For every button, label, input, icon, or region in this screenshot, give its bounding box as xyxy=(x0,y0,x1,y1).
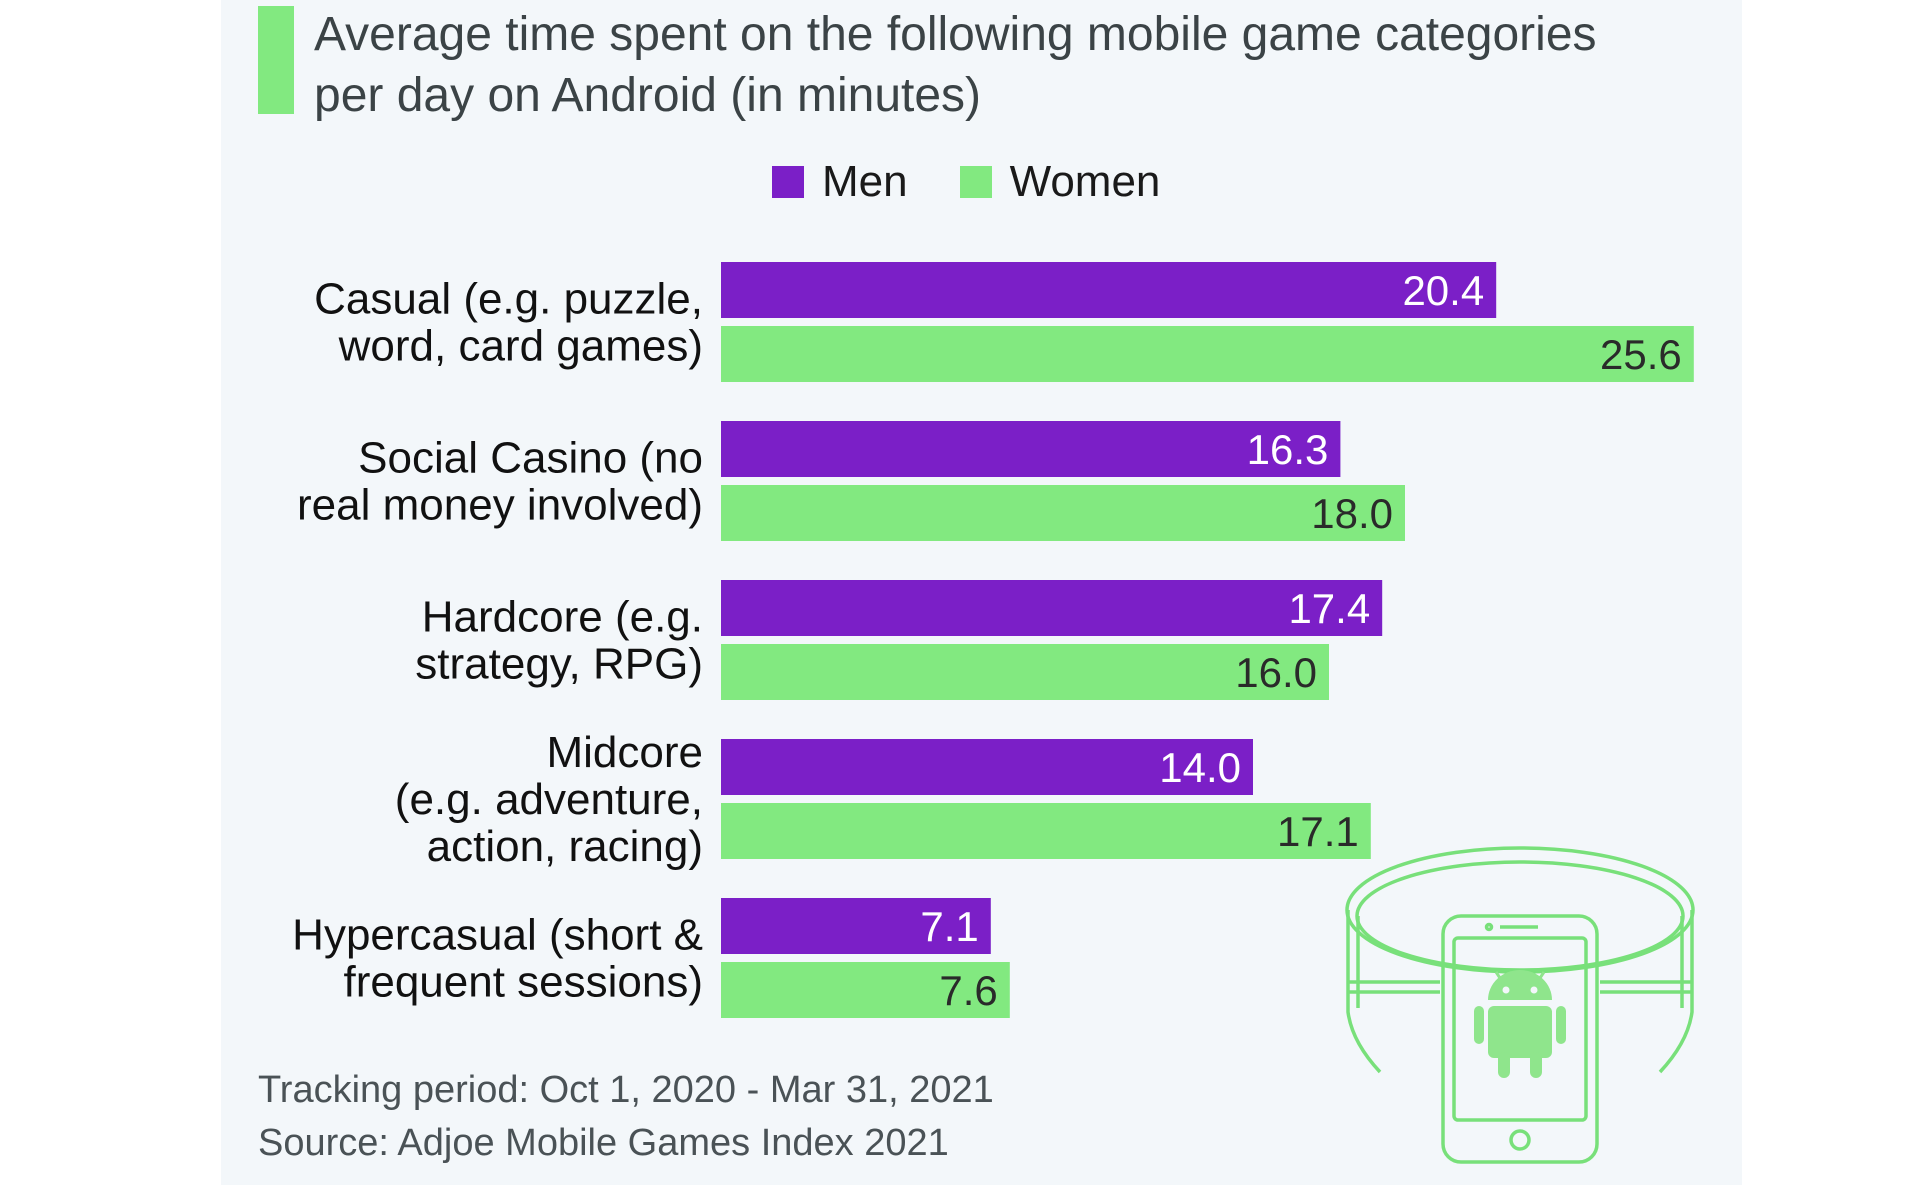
category-label-line: (e.g. adventure, xyxy=(395,775,703,824)
value-label-men-2: 17.4 xyxy=(1288,585,1370,632)
bar-men-4 xyxy=(721,898,991,954)
category-label-line: strategy, RPG) xyxy=(415,640,703,689)
bar-women-0 xyxy=(721,326,1694,382)
category-label-line: Hypercasual (short & xyxy=(292,911,703,960)
category-label-2: Hardcore (e.g. strategy, RPG) xyxy=(415,593,703,689)
category-label-4: Hypercasual (short & frequent sessions) xyxy=(292,911,703,1007)
category-label-3: Midcore (e.g. adventure, action, racing) xyxy=(395,728,703,871)
legend-item-women: Women xyxy=(959,157,1161,207)
value-label-men-0: 20.4 xyxy=(1402,267,1484,314)
category-label-line: word, card games) xyxy=(338,322,703,371)
title-accent-bar xyxy=(258,6,294,114)
bar-women-2 xyxy=(721,644,1329,700)
category-label-line: Hardcore (e.g. xyxy=(422,593,703,642)
bar-men-1 xyxy=(721,421,1341,477)
tracking-period: Tracking period: Oct 1, 2020 - Mar 31, 2… xyxy=(258,1069,994,1111)
bar-chart: Casual (e.g. puzzle, word, card games) 20.… xyxy=(292,262,1694,1018)
bar-women-4 xyxy=(721,962,1010,1018)
bar-women-3 xyxy=(721,803,1371,859)
legend-label-women: Women xyxy=(1009,157,1161,206)
category-label-1: Social Casino (no real money involved) xyxy=(297,434,703,530)
value-label-women-4: 7.6 xyxy=(939,967,997,1014)
value-label-women-0: 25.6 xyxy=(1600,331,1682,378)
legend-label-men: Men xyxy=(822,157,908,206)
value-label-men-4: 7.1 xyxy=(920,903,978,950)
bar-men-0 xyxy=(721,262,1497,318)
value-label-women-2: 16.0 xyxy=(1235,649,1317,696)
android-phone-ring-icon xyxy=(1345,846,1695,1164)
value-label-men-1: 16.3 xyxy=(1247,426,1329,473)
category-label-line: action, racing) xyxy=(427,822,703,871)
legend-swatch-men xyxy=(772,166,804,198)
bar-men-3 xyxy=(721,739,1253,795)
category-label-0: Casual (e.g. puzzle, word, card games) xyxy=(314,275,703,371)
category-label-line: real money involved) xyxy=(297,481,703,530)
legend: Men Women xyxy=(772,154,1212,210)
category-label-line: Casual (e.g. puzzle, xyxy=(314,275,703,324)
legend-item-men: Men xyxy=(772,157,908,207)
bar-men-2 xyxy=(721,580,1383,636)
value-label-women-3: 17.1 xyxy=(1277,808,1359,855)
legend-swatch-women xyxy=(959,166,992,198)
bar-women-1 xyxy=(721,485,1405,541)
category-label-line: frequent sessions) xyxy=(343,958,703,1007)
category-label-line: Midcore xyxy=(547,728,704,777)
source-note: Source: Adjoe Mobile Games Index 2021 xyxy=(258,1122,949,1164)
value-label-men-3: 14.0 xyxy=(1159,744,1241,791)
chart-title: Average time spent on the following mobi… xyxy=(314,8,1597,122)
category-label-line: Social Casino (no xyxy=(358,434,703,483)
value-label-women-1: 18.0 xyxy=(1311,490,1393,537)
chart-notes: Tracking period: Oct 1, 2020 - Mar 31, 2… xyxy=(258,1064,994,1170)
